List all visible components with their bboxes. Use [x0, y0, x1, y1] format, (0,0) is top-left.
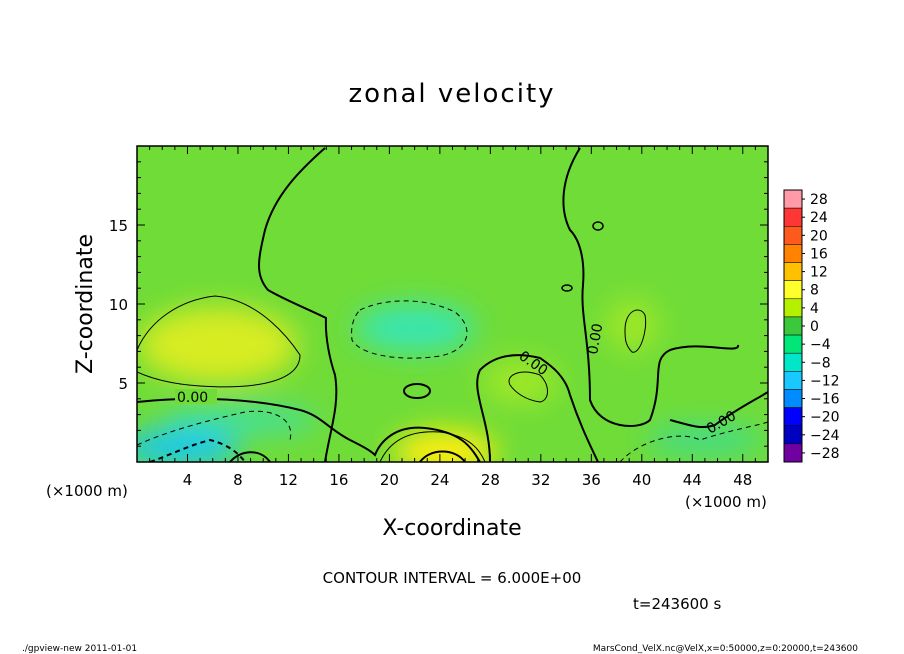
x-tick-label: 40 — [632, 471, 651, 489]
x-tick-label: 48 — [733, 471, 752, 489]
contour-positive-bottom — [379, 431, 486, 462]
contour-zero-right — [562, 147, 739, 427]
y-axis-label: Z-coordinate — [73, 234, 98, 374]
x-tick-label: 36 — [582, 471, 601, 489]
colorbar-label: −20 — [810, 410, 840, 426]
colorbar-label: 28 — [810, 192, 828, 208]
contour-closed-b — [592, 221, 604, 231]
contour-label: 0.00 — [177, 390, 208, 406]
y-tick-label: 5 — [118, 375, 128, 393]
x-tick-label: 44 — [683, 471, 702, 489]
colorbar-label: −12 — [810, 373, 840, 389]
region-positive-left — [138, 307, 298, 383]
x-tick-label: 28 — [481, 471, 500, 489]
colorbar-label: −28 — [810, 446, 840, 462]
colorbar-label: −24 — [810, 428, 840, 444]
colorbar-swatch — [783, 316, 803, 336]
contour-closed-a — [403, 383, 431, 399]
colorbar-label: −16 — [810, 392, 840, 408]
x-unit-left: (×1000 m) — [46, 482, 128, 500]
x-tick-label: 24 — [430, 471, 449, 489]
contour-positive-bottom-inner — [419, 450, 466, 462]
colorbar-swatch — [783, 371, 803, 390]
colorbar-label: 24 — [810, 210, 828, 226]
contour-negative-inner — [149, 438, 246, 462]
region-positive-right-b — [606, 299, 658, 351]
contours — [137, 147, 768, 462]
colorbar-swatch — [783, 244, 803, 263]
x-unit-right: (×1000 m) — [685, 493, 767, 511]
footer-right: MarsCond_VelX.nc@VelX,x=0:50000,z=0:2000… — [593, 644, 858, 654]
time-label: t=243600 s — [633, 595, 721, 613]
contour-zero-bottom-left — [229, 451, 271, 462]
x-axis-label: X-coordinate — [382, 516, 521, 541]
heatmap-field: 0.00 0.00 0.00 0.00 — [137, 146, 768, 462]
x-tick-label: 4 — [183, 471, 193, 489]
colorbar-label: 16 — [810, 246, 828, 262]
contour-zero-mid — [476, 354, 599, 462]
contour-zero-low — [137, 397, 481, 462]
region-positive-bottom — [393, 430, 497, 462]
contour-positive-left — [137, 295, 301, 388]
colorbar-label: −4 — [810, 337, 831, 353]
x-axis: 4 8 12 16 20 24 28 32 36 40 44 48 — [136, 146, 769, 489]
x-tick-label: 12 — [279, 471, 298, 489]
contour-label: 0.00 — [585, 322, 606, 355]
contour-negative-bottom-left — [137, 410, 292, 446]
colorbar-label: 12 — [810, 265, 828, 281]
colorbar-label: 0 — [810, 319, 819, 335]
colorbar-swatch — [783, 352, 803, 372]
colorbar-swatch — [783, 262, 803, 281]
colorbar-label: 8 — [810, 283, 819, 299]
x-tick-label: 8 — [233, 471, 243, 489]
contour-closed-c — [561, 284, 573, 292]
y-tick-label: 10 — [109, 296, 128, 314]
colorbar-swatch — [783, 334, 803, 354]
footer-left: ./gpview-new 2011-01-01 — [22, 644, 137, 654]
contour-zero-far-right — [669, 391, 768, 429]
colorbar-swatch — [783, 443, 803, 463]
colorbar-label: −8 — [810, 355, 831, 371]
colorbar-swatch — [783, 226, 803, 245]
colorbar-swatch — [783, 189, 803, 209]
region-negative-left-band — [160, 406, 320, 434]
chart-title: zonal velocity — [348, 79, 555, 109]
x-tick-label: 20 — [380, 471, 399, 489]
colorbar-swatch — [783, 407, 803, 426]
colorbar-swatch — [783, 425, 803, 445]
colorbar-swatch — [783, 280, 803, 300]
colorbar-swatch — [783, 389, 803, 408]
colorbar: 28 24 20 16 12 8 4 0 −4 −8 −12 −16 −20 −24 −28 — [783, 189, 840, 463]
x-tick-label: 32 — [531, 471, 550, 489]
contour-negative-center — [351, 300, 468, 359]
contour-positive-right-a — [508, 371, 548, 403]
region-negative-bottom-left — [137, 430, 240, 462]
colorbar-swatch — [783, 207, 803, 227]
contour-interval: CONTOUR INTERVAL = 6.000E+00 — [323, 569, 582, 587]
colorbar-label: 4 — [810, 301, 819, 317]
colorbar-label: 20 — [810, 228, 828, 244]
colorbar-swatch — [783, 298, 803, 318]
y-axis: 5 10 15 — [109, 145, 768, 463]
region-negative-right — [645, 426, 765, 454]
contour-zero-left — [258, 147, 338, 462]
region-negative-center — [355, 304, 475, 352]
contour-positive-right-b — [624, 309, 647, 353]
y-tick-label: 15 — [109, 217, 128, 235]
region-positive-right-a — [482, 360, 558, 404]
x-tick-label: 16 — [329, 471, 348, 489]
